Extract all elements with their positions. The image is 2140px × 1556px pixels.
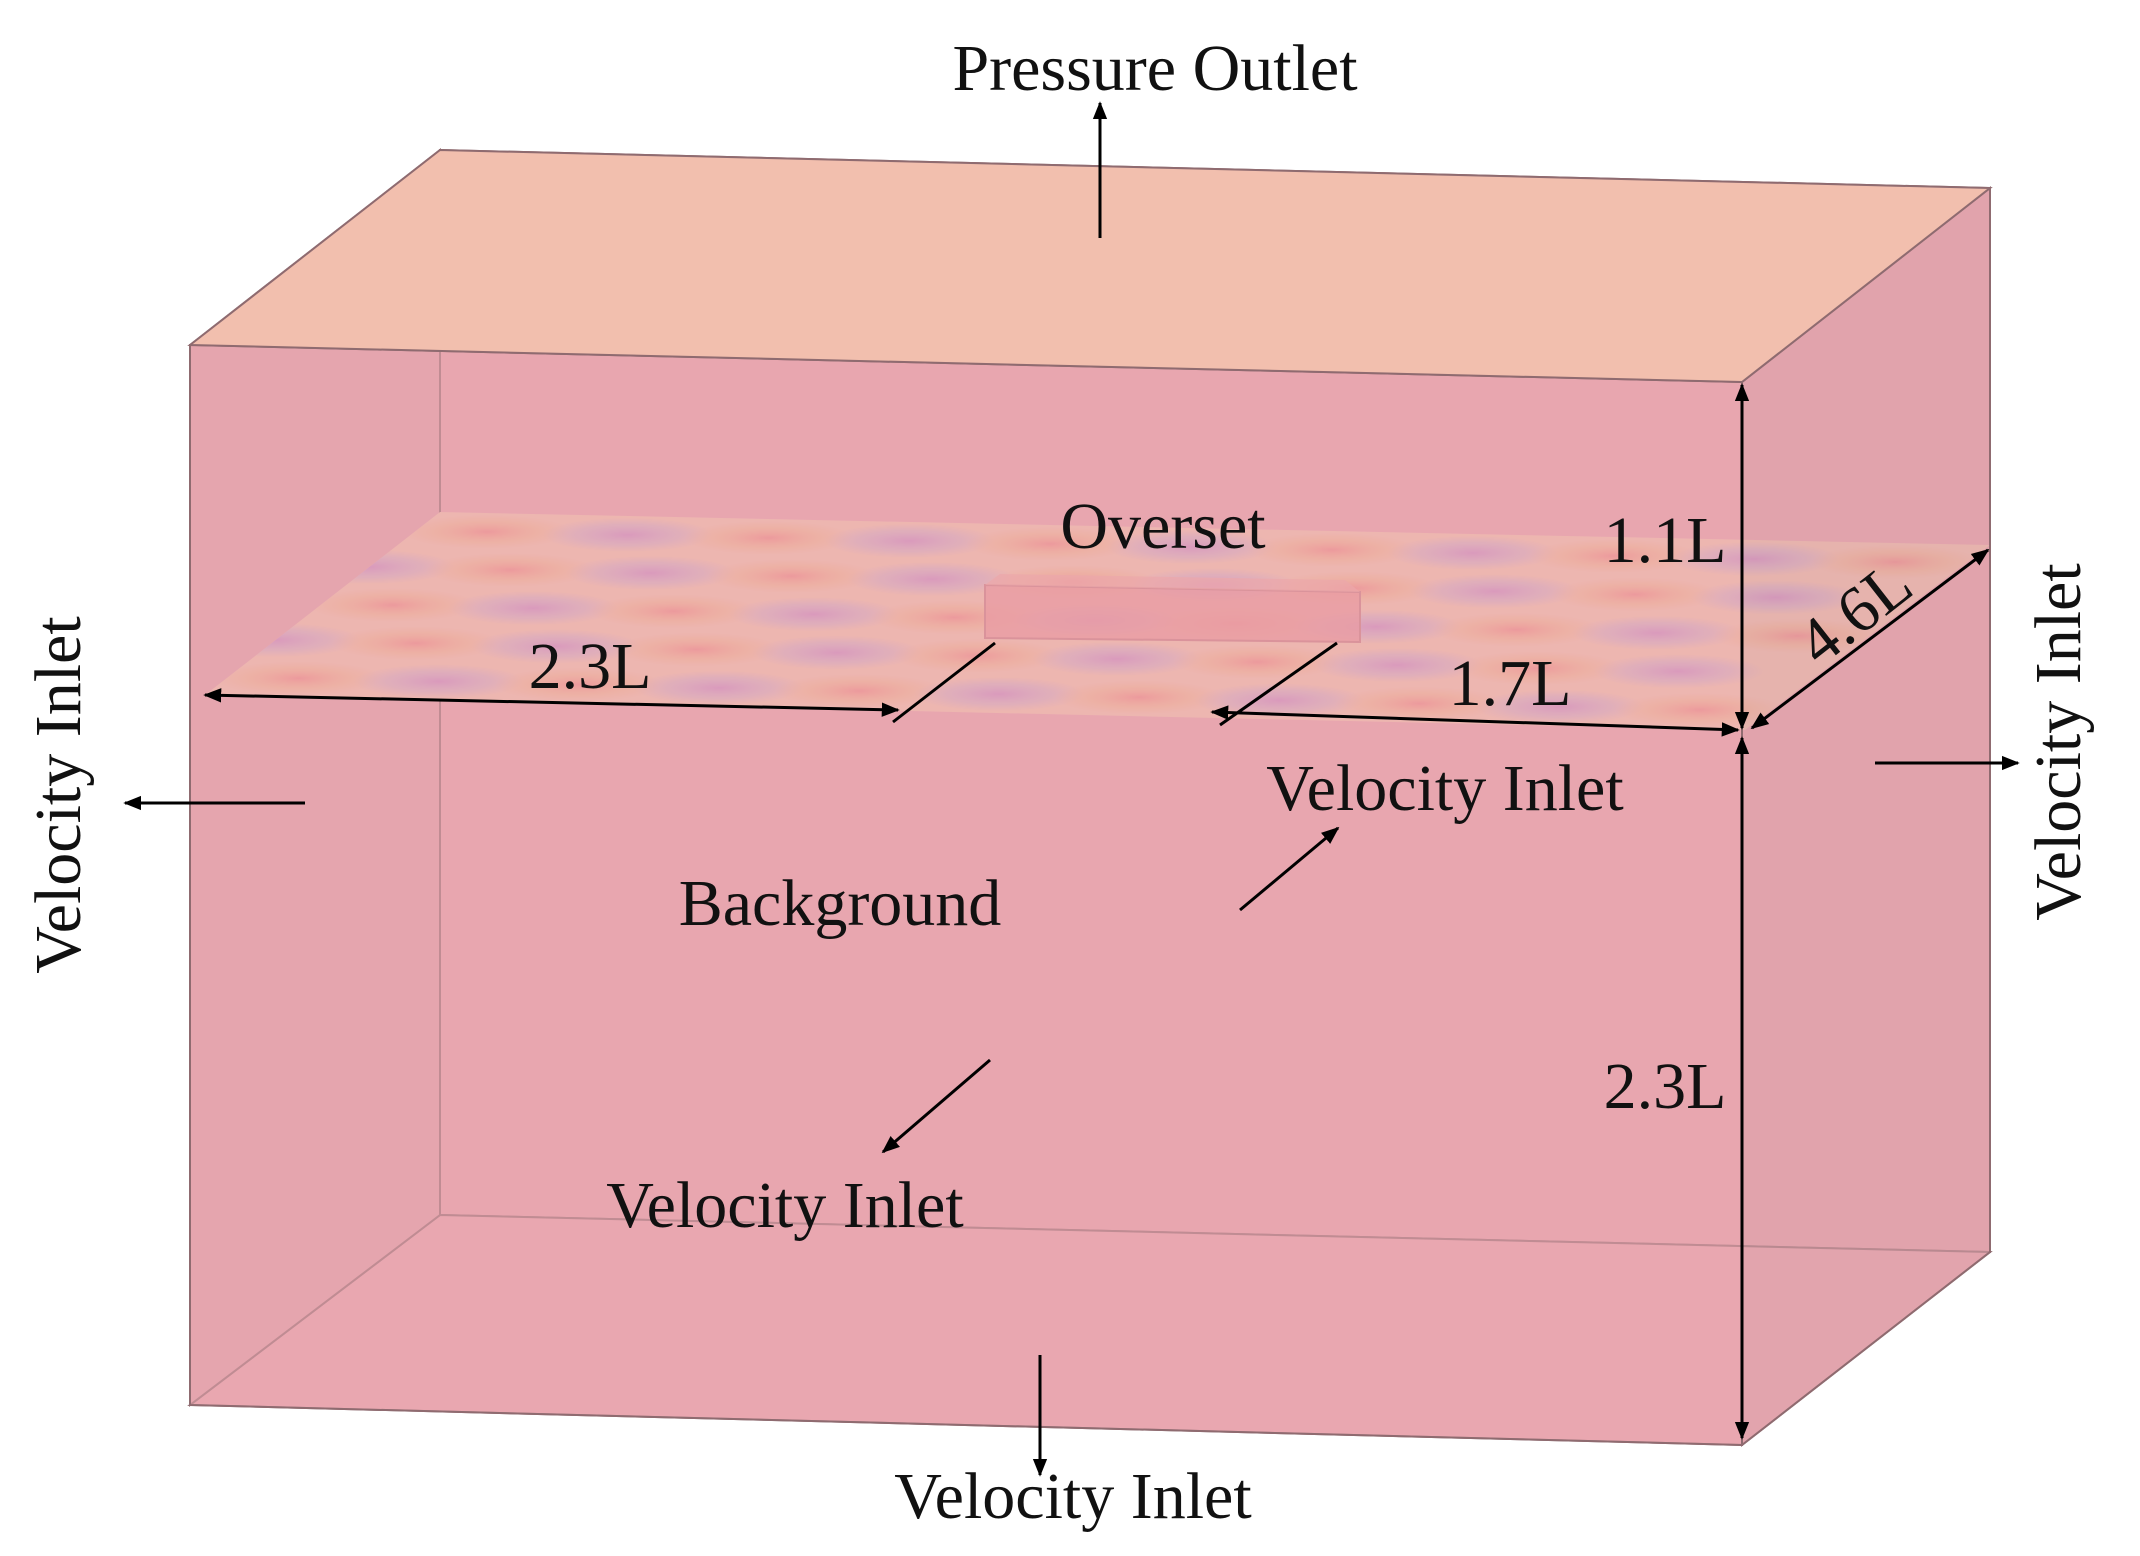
boundary-arrows	[123, 101, 2020, 1477]
dim-depth-below-label: 2.3L	[1604, 1050, 1727, 1123]
velocity-inlet-back-label: Velocity Inlet	[1266, 752, 1623, 825]
dim-width-line	[1750, 548, 1990, 730]
arrow-velocity-inlet-front	[881, 1058, 991, 1154]
arrow-velocity-inlet-back	[1239, 826, 1340, 912]
velocity-inlet-bottom-label: Velocity Inlet	[894, 1460, 1251, 1533]
dim-upstream-ext	[892, 641, 996, 724]
velocity-inlet-front-label: Velocity Inlet	[606, 1169, 963, 1242]
background-label: Background	[679, 867, 1002, 940]
dim-downstream-label: 1.7L	[1449, 647, 1572, 720]
velocity-inlet-right-label: Velocity Inlet	[2022, 563, 2095, 920]
dim-upstream-line	[203, 688, 900, 717]
right-face	[1741, 185, 1991, 1448]
dim-upstream-label: 2.3L	[529, 630, 652, 703]
overset-label: Overset	[1060, 490, 1265, 563]
velocity-inlet-left-label: Velocity Inlet	[22, 616, 95, 973]
top-face	[187, 148, 1993, 384]
dimension-lines	[203, 383, 1990, 1440]
dim-height-above-label: 1.1L	[1604, 504, 1727, 577]
dim-downstream-line	[1210, 705, 1740, 737]
pressure-outlet-label: Pressure Outlet	[952, 32, 1357, 105]
